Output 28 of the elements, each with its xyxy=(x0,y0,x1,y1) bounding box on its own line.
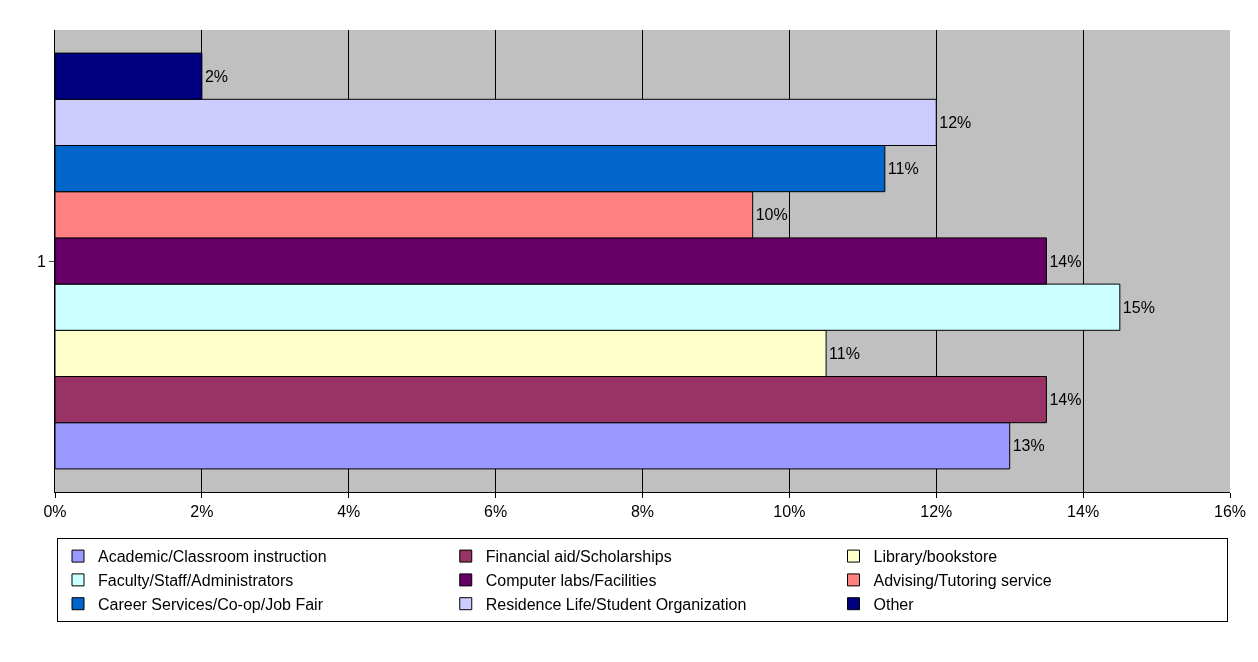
data-label: 10% xyxy=(755,206,788,224)
data-label: 11% xyxy=(829,344,860,362)
data-label: 12% xyxy=(939,113,972,131)
x-tick-label: 16% xyxy=(1213,503,1247,521)
legend-label: Financial aid/Scholarships xyxy=(485,548,672,566)
y-tick-label: 1 xyxy=(36,252,46,270)
x-tick-label: 12% xyxy=(920,503,953,521)
x-tick-label: 2% xyxy=(190,503,214,521)
legend-label: Career Services/Co-op/Job Fair xyxy=(98,595,324,613)
x-tick-label: 8% xyxy=(630,503,655,521)
data-label: 14% xyxy=(1049,391,1082,409)
data-label: 11% xyxy=(887,160,919,178)
legend-label: Residence Life/Student Organization xyxy=(485,595,747,613)
x-tick-label: 10% xyxy=(773,503,806,521)
x-tick-label: 14% xyxy=(1067,503,1100,521)
data-label: 15% xyxy=(1122,298,1155,316)
legend-label: Faculty/Staff/Administrators xyxy=(98,572,294,590)
legend-label: Computer labs/Facilities xyxy=(485,572,657,590)
legend-label: Advising/Tutoring service xyxy=(873,572,1052,590)
legend-label: Academic/Classroom instruction xyxy=(98,548,327,566)
data-label: 14% xyxy=(1049,252,1082,270)
legend-label: Library/bookstore xyxy=(873,548,998,566)
legend-label: Other xyxy=(873,595,915,613)
data-label: 13% xyxy=(1012,437,1045,455)
x-tick-label: 4% xyxy=(337,503,361,521)
x-tick-label: 0% xyxy=(43,503,67,521)
data-label: 2% xyxy=(204,67,229,85)
x-tick-label: 6% xyxy=(484,503,508,521)
